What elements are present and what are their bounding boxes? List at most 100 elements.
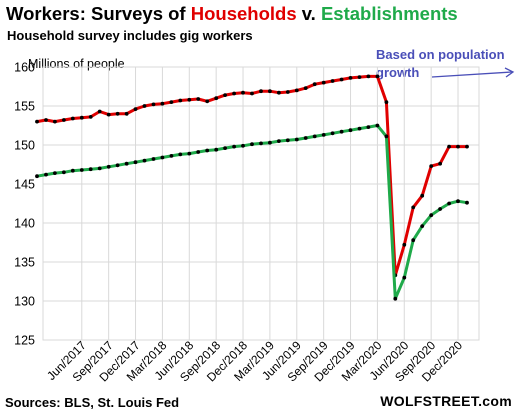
data-point-households — [420, 193, 425, 198]
data-point-establishments — [438, 207, 442, 211]
data-point-households — [160, 101, 165, 106]
data-point-establishments — [456, 199, 460, 204]
data-point-establishments — [106, 164, 111, 169]
data-point-establishments — [447, 201, 451, 206]
data-point-establishments — [321, 133, 326, 137]
data-point-households — [447, 144, 451, 149]
data-point-establishments — [160, 155, 165, 160]
data-point-households — [456, 144, 460, 149]
data-point-establishments — [115, 163, 120, 168]
data-point-establishments — [223, 146, 228, 151]
data-point-households — [285, 90, 290, 94]
source-note: Sources: BLS, St. Louis Fed — [5, 395, 180, 410]
population-growth-annotation: Based on population growth — [376, 47, 505, 80]
data-point-households — [250, 91, 254, 96]
data-point-households — [402, 242, 407, 247]
data-point-households — [133, 107, 138, 111]
data-point-establishments — [393, 296, 398, 301]
title-part-1: Households — [190, 3, 297, 24]
data-point-households — [232, 91, 237, 96]
data-point-households — [312, 82, 317, 87]
data-point-establishments — [70, 168, 75, 173]
data-point-establishments — [375, 123, 380, 128]
chart-title: Workers: Surveys of Households v. Establ… — [6, 3, 458, 25]
data-point-households — [70, 116, 75, 121]
series-line-establishments — [36, 124, 468, 301]
data-point-establishments — [214, 147, 219, 152]
data-point-households — [411, 205, 416, 210]
data-point-establishments — [44, 172, 48, 177]
annotation-arrow-head — [504, 67, 515, 78]
data-point-households — [205, 99, 210, 104]
y-tick-label: 160 — [14, 61, 35, 75]
chart-subtitle: Household survey includes gig workers — [7, 28, 253, 43]
data-point-establishments — [277, 139, 281, 144]
data-point-households — [366, 74, 371, 79]
data-point-households — [321, 80, 326, 85]
data-point-establishments — [312, 134, 317, 139]
data-point-establishments — [330, 131, 335, 136]
data-point-households — [384, 100, 389, 104]
data-point-households — [88, 115, 93, 119]
data-point-households — [62, 118, 66, 122]
data-point-establishments — [339, 129, 344, 134]
data-point-households — [303, 86, 308, 90]
data-point-establishments — [35, 174, 39, 179]
data-point-establishments — [384, 134, 389, 139]
data-point-households — [339, 77, 344, 82]
data-point-establishments — [348, 128, 353, 133]
y-tick-label: 135 — [14, 256, 35, 270]
data-point-establishments — [133, 160, 138, 165]
y-tick-label: 125 — [14, 334, 35, 348]
data-point-households — [241, 90, 245, 95]
y-tick-label: 140 — [14, 217, 35, 231]
data-point-establishments — [285, 138, 290, 143]
data-point-households — [375, 74, 380, 79]
data-point-establishments — [169, 154, 174, 158]
data-point-households — [277, 90, 281, 95]
data-point-establishments — [429, 213, 434, 218]
data-point-households — [169, 100, 174, 104]
data-point-households — [142, 104, 147, 108]
data-point-households — [115, 111, 120, 116]
data-point-establishments — [97, 166, 102, 171]
data-point-establishments — [88, 167, 93, 172]
data-point-households — [259, 89, 263, 94]
data-point-households — [97, 109, 102, 114]
data-point-establishments — [232, 144, 237, 149]
title-part-3: Establishments — [320, 3, 458, 24]
data-point-establishments — [124, 161, 129, 166]
data-point-establishments — [53, 171, 57, 176]
data-point-establishments — [79, 168, 84, 172]
annotation-arrow-line — [431, 71, 513, 78]
brand-label: WOLFSTREET.com — [380, 393, 512, 409]
data-point-households — [223, 93, 228, 97]
data-point-establishments — [187, 151, 192, 156]
data-point-households — [196, 97, 201, 101]
data-point-households — [106, 112, 111, 117]
data-point-establishments — [241, 143, 245, 148]
data-point-households — [178, 98, 183, 103]
title-part-2: v. — [296, 3, 321, 24]
data-point-establishments — [420, 224, 425, 229]
data-point-establishments — [294, 137, 299, 142]
data-point-households — [35, 119, 39, 124]
y-tick-label: 130 — [14, 295, 35, 309]
data-point-households — [429, 164, 434, 169]
data-point-establishments — [205, 148, 210, 153]
data-point-establishments — [268, 140, 272, 145]
y-tick-label: 155 — [14, 100, 35, 114]
data-point-establishments — [402, 275, 407, 280]
title-part-0: Workers: Surveys of — [6, 3, 191, 24]
data-point-households — [187, 97, 192, 102]
data-point-households — [348, 76, 353, 80]
data-point-establishments — [250, 142, 254, 147]
y-tick-label: 145 — [14, 178, 35, 192]
data-point-households — [268, 89, 272, 94]
data-point-households — [53, 119, 57, 124]
data-point-households — [151, 102, 156, 107]
data-point-households — [438, 161, 442, 166]
data-point-establishments — [366, 125, 371, 129]
data-point-establishments — [357, 126, 362, 131]
data-point-households — [44, 118, 48, 122]
